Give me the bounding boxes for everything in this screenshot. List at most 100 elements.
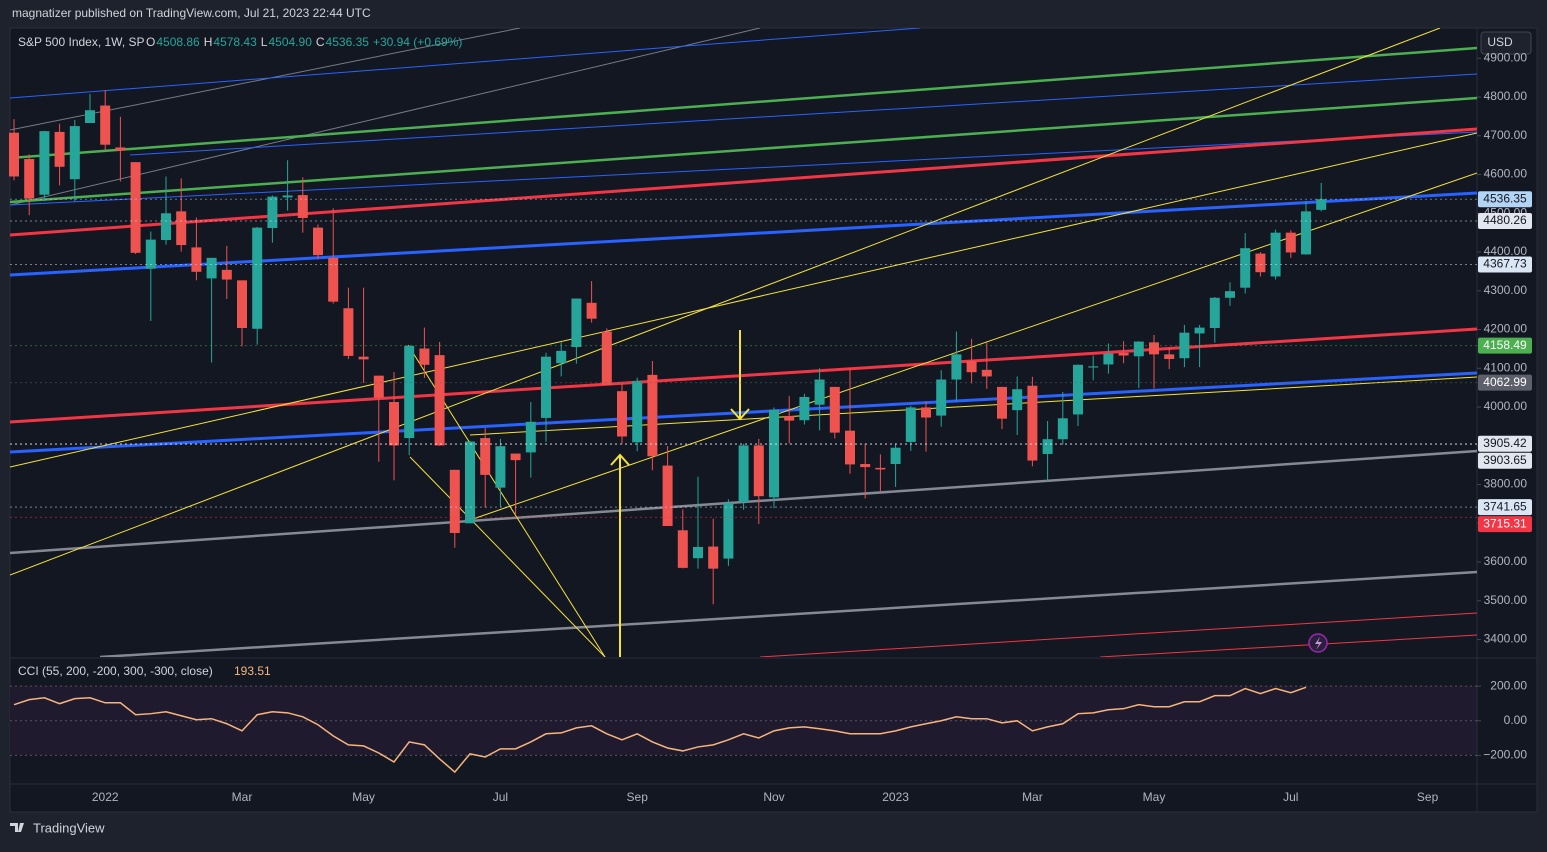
price-badge: [1478, 212, 1532, 229]
trend-line: [10, 28, 1441, 576]
y-tick-label: 3600.00: [1484, 554, 1528, 568]
candle-body: [9, 132, 19, 177]
candle-body: [799, 396, 810, 421]
candle-body: [54, 131, 65, 167]
candle-body: [404, 345, 415, 439]
candle-body: [1270, 232, 1281, 277]
candle-body: [1103, 353, 1114, 365]
x-tick-label: May: [1143, 790, 1166, 804]
x-tick-label: Jul: [1283, 790, 1298, 804]
candle-body: [1073, 364, 1083, 415]
y-tick-label: 4700.00: [1484, 128, 1528, 142]
candle-body: [981, 369, 992, 377]
y-tick-label: 4000.00: [1484, 399, 1528, 413]
ohlc-key: H: [204, 35, 213, 49]
candle-body: [69, 126, 80, 180]
price-badge-label: 3715.31: [1483, 516, 1527, 530]
candle-body: [1057, 418, 1068, 440]
trend-line: [759, 612, 1477, 657]
y-tick-label: 4300.00: [1484, 283, 1528, 297]
candle-body: [829, 386, 840, 433]
cci-band: [10, 686, 1477, 755]
trend-line: [10, 28, 921, 99]
candle-body: [814, 379, 825, 405]
candle-body: [1209, 297, 1220, 328]
publish-info: magnatizer published on TradingView.com,…: [12, 6, 371, 20]
y-tick-label: 3800.00: [1484, 477, 1528, 491]
candle-body: [1255, 253, 1266, 273]
candle-body: [206, 257, 217, 279]
trend-line: [129, 73, 1477, 156]
price-badge-label: 4367.73: [1483, 257, 1527, 271]
candle-body: [252, 227, 263, 329]
x-tick-label: May: [352, 790, 375, 804]
candle-body: [465, 441, 475, 524]
x-tick-label: 2023: [882, 790, 909, 804]
candle-body: [662, 465, 673, 527]
candle-body: [373, 375, 384, 398]
candle-body: [601, 331, 612, 385]
trend-line: [10, 131, 1477, 206]
ohlc-value: 4578.43: [213, 35, 257, 49]
candle-body: [860, 464, 871, 468]
ohlc-value: 4508.86: [156, 35, 200, 49]
candle-body: [343, 308, 354, 356]
ohlc-change: +30.94 (+0.69%): [373, 35, 462, 49]
candle-body: [890, 447, 901, 465]
candle-body: [753, 445, 764, 497]
y-tick-label: −200.00: [1483, 748, 1527, 762]
candle-body: [708, 546, 719, 569]
candle-body: [1194, 327, 1205, 334]
candle-body: [571, 298, 582, 347]
currency-button[interactable]: [1480, 31, 1532, 55]
candle-body: [617, 391, 627, 437]
candle-body: [100, 105, 111, 145]
price-badge: [1478, 191, 1532, 208]
candle-body: [556, 350, 567, 364]
price-badge-label: 4536.35: [1483, 191, 1527, 205]
y-tick-label: 3400.00: [1484, 632, 1528, 646]
price-badge-label: 4158.49: [1483, 338, 1527, 352]
candle-body: [510, 453, 521, 461]
price-badge-label: 3905.42: [1483, 436, 1527, 450]
y-tick-label: 4400.00: [1484, 244, 1528, 258]
candle-body: [39, 131, 50, 195]
y-tick-label: 4900.00: [1484, 50, 1528, 64]
y-tick-label: 3500.00: [1484, 593, 1528, 607]
candle-body: [221, 269, 232, 280]
ohlc-value: 4536.35: [326, 35, 370, 49]
price-badge-label: 3741.65: [1483, 499, 1527, 513]
alert-icon-bolt: [1315, 637, 1322, 650]
brand[interactable]: TradingView: [33, 820, 105, 835]
candle-body: [936, 379, 947, 416]
y-tick-label: 4800.00: [1484, 89, 1528, 103]
drawing-clip: [10, 28, 1477, 657]
candle-body: [297, 195, 308, 218]
candle-body: [237, 280, 247, 328]
candle-body: [267, 196, 278, 229]
ohlc-key: O: [146, 35, 155, 49]
trend-line: [10, 46, 1477, 160]
y-tick-label: 0.00: [1504, 713, 1528, 727]
price-badge: [1478, 452, 1532, 469]
x-tick-label: 2022: [92, 790, 119, 804]
candle-body: [769, 409, 779, 498]
candle-body: [1179, 332, 1190, 359]
x-tick-label: Nov: [763, 790, 784, 804]
candle-body: [525, 421, 536, 453]
candle-body: [313, 227, 323, 256]
price-badge: [1478, 374, 1532, 391]
candle-body: [480, 438, 491, 475]
trend-line: [10, 371, 1477, 454]
trend-line: [10, 96, 1477, 204]
trend-line: [10, 327, 1477, 424]
price-badge: [1478, 256, 1532, 273]
ohlc-key: L: [261, 35, 268, 49]
candle-body: [905, 407, 916, 442]
candle-body: [434, 355, 445, 446]
legend-title: S&P 500 Index, 1W, SP: [18, 35, 145, 49]
trend-line: [10, 132, 1477, 468]
candle-body: [1225, 291, 1235, 298]
